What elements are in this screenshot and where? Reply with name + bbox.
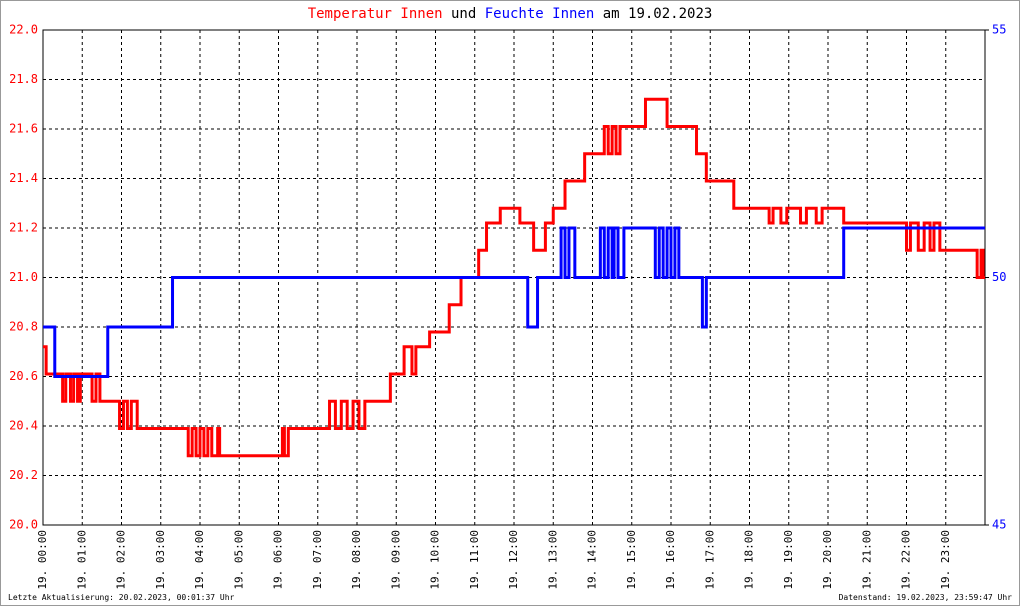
x-tick-label: 19. 04:00: [193, 530, 206, 590]
x-tick-label: 19. 16:00: [664, 530, 677, 590]
title-suffix: am 19.02.2023: [603, 6, 713, 22]
y-tick-label: 20.6: [9, 369, 38, 383]
y2-tick-label: 45: [992, 518, 1006, 532]
y-tick-label: 20.4: [9, 419, 38, 433]
x-tick-label: 19. 07:00: [311, 530, 324, 590]
x-tick-label: 19. 22:00: [900, 530, 913, 590]
y-tick-label: 20.2: [9, 468, 38, 482]
x-tick-label: 19. 06:00: [272, 530, 285, 590]
y-tick-label: 22.0: [9, 23, 38, 37]
y-tick-label: 21.0: [9, 270, 38, 284]
y-tick-label: 20.8: [9, 320, 38, 334]
y-tick-label: 21.6: [9, 122, 38, 136]
x-tick-label: 19. 01:00: [75, 530, 88, 590]
x-tick-label: 19. 10:00: [429, 530, 442, 590]
chart-title: Temperatur Innen und Feuchte Innen am 19…: [308, 6, 713, 22]
x-tick-label: 19. 23:00: [939, 530, 952, 590]
title-series-1: Temperatur Innen: [308, 6, 443, 22]
x-tick-label: 19. 05:00: [232, 530, 245, 590]
x-tick-label: 19. 19:00: [782, 530, 795, 590]
x-tick-label: 19. 17:00: [703, 530, 716, 590]
x-tick-label: 19. 00:00: [36, 530, 49, 590]
x-tick-label: 19. 13:00: [546, 530, 559, 590]
x-tick-label: 19. 14:00: [586, 530, 599, 590]
x-tick-label: 19. 09:00: [389, 530, 402, 590]
footer-right: Datenstand: 19.02.2023, 23:59:47 Uhr: [839, 593, 1013, 602]
y2-tick-label: 55: [992, 23, 1006, 37]
title-join: und: [451, 6, 476, 22]
y2-tick-label: 50: [992, 270, 1006, 284]
y-tick-label: 20.0: [9, 518, 38, 532]
y-tick-label: 21.4: [9, 171, 38, 185]
footer-left: Letzte Aktualisierung: 20.02.2023, 00:01…: [8, 593, 235, 602]
title-series-2: Feuchte Innen: [485, 6, 595, 22]
x-tick-label: 19. 20:00: [821, 530, 834, 590]
series-line: [43, 97, 985, 458]
x-tick-label: 19. 15:00: [625, 530, 638, 590]
x-tick-label: 19. 12:00: [507, 530, 520, 590]
series-line: [43, 226, 985, 378]
x-tick-label: 19. 08:00: [350, 530, 363, 590]
y-tick-label: 21.2: [9, 221, 38, 235]
y-tick-label: 21.8: [9, 72, 38, 86]
x-tick-label: 19. 18:00: [743, 530, 756, 590]
x-tick-label: 19. 11:00: [468, 530, 481, 590]
x-tick-label: 19. 21:00: [860, 530, 873, 590]
x-tick-label: 19. 03:00: [154, 530, 167, 590]
x-tick-label: 19. 02:00: [115, 530, 128, 590]
